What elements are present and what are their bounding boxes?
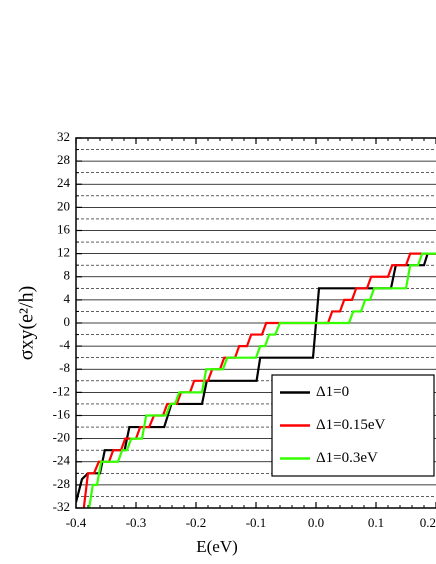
x-tick-label: -0.4 bbox=[66, 515, 87, 530]
y-tick-label: -12 bbox=[53, 383, 70, 398]
y-tick-label: -20 bbox=[53, 430, 70, 445]
y-tick-label: -16 bbox=[53, 406, 71, 421]
x-tick-label: 0.2 bbox=[420, 515, 436, 530]
y-tick-label: -8 bbox=[59, 360, 70, 375]
y-tick-label: -4 bbox=[59, 337, 70, 352]
legend-label: Δ1=0.3eV bbox=[316, 450, 378, 466]
y-tick-label: 0 bbox=[64, 314, 71, 329]
x-axis-label: E(eV) bbox=[196, 537, 238, 556]
y-tick-label: 4 bbox=[64, 291, 71, 306]
y-tick-label: 8 bbox=[64, 268, 71, 283]
series-line bbox=[88, 252, 436, 508]
x-tick-label: -0.1 bbox=[246, 515, 267, 530]
x-tick-label: 0.0 bbox=[308, 515, 324, 530]
y-tick-label: 16 bbox=[57, 221, 71, 236]
x-tick-label: 0.1 bbox=[368, 515, 384, 530]
legend-label: Δ1=0.15eV bbox=[316, 417, 386, 433]
y-tick-label: -24 bbox=[53, 453, 71, 468]
y-tick-label: 32 bbox=[57, 129, 70, 144]
y-axis-label: σxy(e²/h) bbox=[16, 286, 38, 361]
y-tick-label: 12 bbox=[57, 245, 70, 260]
x-tick-label: -0.3 bbox=[126, 515, 147, 530]
y-tick-label: 20 bbox=[57, 198, 70, 213]
y-tick-label: -28 bbox=[53, 476, 70, 491]
y-tick-label: -32 bbox=[53, 499, 70, 514]
x-tick-label: -0.2 bbox=[186, 515, 207, 530]
legend-label: Δ1=0 bbox=[316, 384, 349, 400]
y-tick-label: 24 bbox=[57, 175, 71, 190]
y-tick-label: 28 bbox=[57, 152, 70, 167]
plot-frame bbox=[75, 137, 436, 509]
plot-series bbox=[76, 252, 436, 508]
